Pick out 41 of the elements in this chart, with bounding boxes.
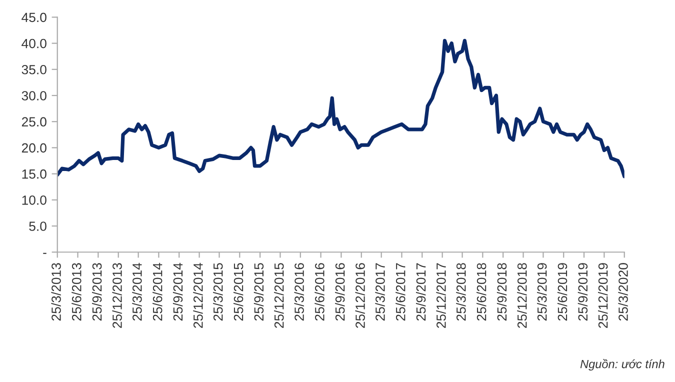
x-tick-label: 25/3/2014	[132, 262, 142, 321]
x-tick-label: 25/6/2018	[476, 263, 486, 321]
x-tick-label: 25/12/2015	[274, 263, 284, 328]
x-tick-label: 25/6/2016	[314, 263, 324, 321]
x-tick-label: 25/9/2013	[92, 263, 102, 321]
y-tick-label: -	[43, 252, 46, 254]
y-tick-label: 45.0	[22, 12, 46, 22]
x-tick-label: 25/3/2020	[618, 263, 628, 321]
x-tick-label: 25/3/2017	[375, 263, 385, 321]
y-tick-label: 30.0	[22, 91, 46, 100]
x-tick-label: 25/3/2016	[294, 263, 304, 321]
x-tick-label: 25/6/2014	[152, 262, 162, 321]
y-tick-label: 25.0	[22, 117, 46, 127]
x-tick-label: 25/9/2015	[254, 263, 264, 321]
y-tick-label: 15.0	[22, 169, 46, 179]
x-tick-label: 25/6/2013	[72, 263, 82, 321]
x-tick-label: 25/12/2013	[112, 263, 122, 328]
x-tick-label: 25/12/2016	[355, 263, 365, 328]
x-tick-label: 25/12/2017	[436, 263, 446, 328]
x-tick-label: 25/3/2018	[456, 263, 466, 321]
x-tick-label: 25/9/2017	[416, 263, 426, 321]
x-tick-label: 25/3/2019	[537, 263, 547, 321]
y-tick-label: 10.0	[22, 195, 46, 205]
x-tick-label: 25/6/2019	[557, 263, 568, 321]
x-tick-label: 25/9/2014	[172, 262, 183, 321]
x-tick-label: 25/12/2019	[598, 263, 608, 328]
x-tick-label: 25/9/2018	[496, 263, 507, 321]
x-tick-label: 25/9/2016	[335, 263, 345, 321]
text: Nguồn: ước tính	[580, 359, 664, 371]
x-tick-label: 25/3/2015	[213, 263, 223, 321]
x-tick-label: 25/6/2017	[396, 263, 406, 321]
x-tick-label: 25/6/2015	[234, 263, 244, 321]
x-tick-label: 25/9/2019	[578, 263, 588, 321]
x-tick-label: 25/3/2013	[51, 263, 61, 321]
y-tick-label: 40.0	[22, 38, 46, 48]
y-tick-label: 20.0	[22, 143, 46, 153]
x-tick-label: 25/12/2018	[517, 263, 527, 328]
y-tick-label: 5.0	[29, 222, 46, 231]
y-tick-label: 35.0	[22, 64, 46, 74]
line-series	[57, 38, 624, 178]
x-tick-label: 25/12/2014	[193, 262, 203, 328]
